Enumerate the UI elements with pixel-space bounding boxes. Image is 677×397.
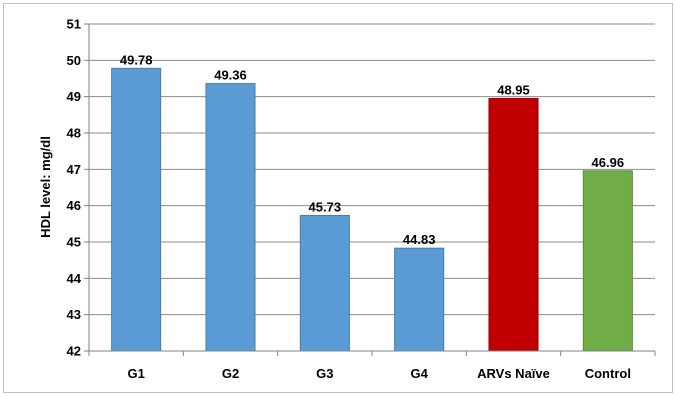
- y-axis-label: HDL level: mg/dl: [38, 136, 53, 238]
- x-tick-label: Control: [585, 366, 631, 381]
- bar: [488, 97, 539, 352]
- data-label: 44.83: [403, 232, 436, 247]
- data-label: 49.36: [214, 68, 247, 83]
- y-tick-label: 43: [67, 307, 81, 322]
- y-tick-label: 49: [67, 89, 81, 104]
- y-tick-label: 50: [67, 53, 81, 68]
- bar: [299, 214, 350, 352]
- data-label: 46.96: [592, 155, 625, 170]
- data-label: 48.95: [497, 82, 530, 97]
- y-tick-label: 44: [67, 271, 82, 286]
- x-tick-label: G3: [316, 366, 333, 381]
- y-tick-label: 45: [67, 235, 81, 250]
- bar: [205, 83, 256, 352]
- data-label: 49.78: [120, 52, 153, 67]
- gridlines: [89, 23, 655, 352]
- bar: [111, 67, 162, 352]
- x-tick-label: G4: [410, 366, 428, 381]
- bars: [111, 67, 633, 352]
- y-tick-label: 48: [67, 126, 81, 141]
- data-labels: 49.78 49.36 45.73 44.83 48.95 46.96: [120, 52, 624, 247]
- y-axis-ticks: 42 43 44 45 46 47 48 49 50 51: [67, 17, 89, 359]
- x-tick-label: G2: [222, 366, 239, 381]
- x-tick-label: ARVs Naïve: [477, 366, 550, 381]
- data-label: 45.73: [309, 199, 342, 214]
- y-tick-label: 42: [67, 344, 81, 359]
- x-axis-ticks: G1 G2 G3 G4 ARVs Naïve Control: [88, 351, 656, 381]
- y-tick-label: 47: [67, 162, 81, 177]
- y-tick-label: 51: [67, 17, 81, 32]
- y-tick-label: 46: [67, 198, 81, 213]
- bar: [582, 170, 633, 352]
- bar: [394, 247, 445, 352]
- x-tick-label: G1: [127, 366, 144, 381]
